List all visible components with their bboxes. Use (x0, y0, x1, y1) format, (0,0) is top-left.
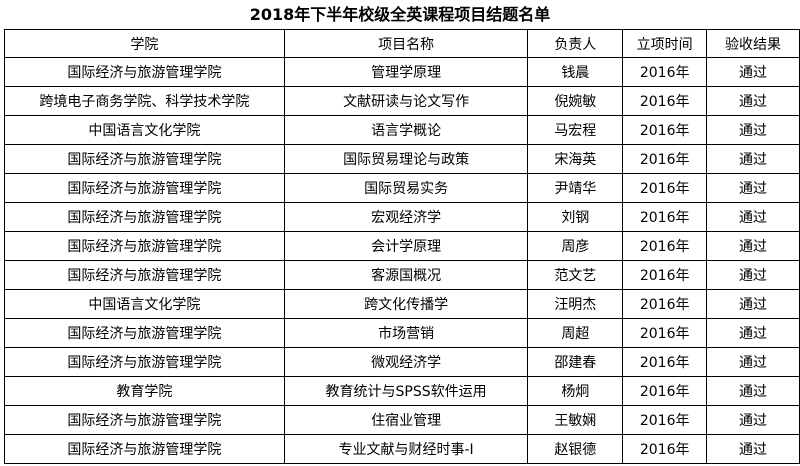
leader-cell: 刘钢 (527, 202, 624, 232)
result-cell: 通过 (706, 260, 800, 290)
result-cell: 通过 (706, 405, 800, 435)
table-row: 国际经济与旅游管理学院 宏观经济学 刘钢 2016年 通过 (4, 202, 800, 232)
leader-cell: 王敏娴 (527, 405, 624, 435)
result-cell: 通过 (706, 57, 800, 87)
approval-time-cell: 2016年 (622, 260, 708, 290)
result-cell: 通过 (706, 289, 800, 319)
header-approval-time: 立项时间 (622, 29, 708, 58)
result-cell: 通过 (706, 115, 800, 145)
leader-cell: 周超 (527, 318, 624, 348)
college-cell: 国际经济与旅游管理学院 (4, 318, 285, 348)
college-cell: 国际经济与旅游管理学院 (4, 231, 285, 261)
college-cell: 跨境电子商务学院、科学技术学院 (4, 86, 285, 116)
approval-time-cell: 2016年 (622, 144, 708, 174)
college-cell: 中国语言文化学院 (4, 289, 285, 319)
college-cell: 国际经济与旅游管理学院 (4, 144, 285, 174)
leader-cell: 范文艺 (527, 260, 624, 290)
result-cell: 通过 (706, 144, 800, 174)
college-cell: 国际经济与旅游管理学院 (4, 57, 285, 87)
table-row: 国际经济与旅游管理学院 会计学原理 周彦 2016年 通过 (4, 231, 800, 261)
project-name-cell: 教育统计与SPSS软件运用 (283, 376, 529, 406)
table-row: 国际经济与旅游管理学院 客源国概况 范文艺 2016年 通过 (4, 260, 800, 290)
project-name-cell: 国际贸易理论与政策 (283, 144, 529, 174)
table-row: 国际经济与旅游管理学院 国际贸易实务 尹靖华 2016年 通过 (4, 173, 800, 203)
project-name-cell: 会计学原理 (283, 231, 529, 261)
project-name-cell: 住宿业管理 (283, 405, 529, 435)
project-name-cell: 语言学概论 (283, 115, 529, 145)
header-row: 学院 项目名称 负责人 立项时间 验收结果 (4, 29, 800, 58)
project-name-cell: 国际贸易实务 (283, 173, 529, 203)
approval-time-cell: 2016年 (622, 173, 708, 203)
leader-cell: 宋海英 (527, 144, 624, 174)
college-cell: 教育学院 (4, 376, 285, 406)
approval-time-cell: 2016年 (622, 231, 708, 261)
project-table: 学院 项目名称 负责人 立项时间 验收结果 国际经济与旅游管理学院 管理学原理 钱晨… (4, 29, 800, 464)
table-row: 中国语言文化学院 语言学概论 马宏程 2016年 通过 (4, 115, 800, 145)
result-cell: 通过 (706, 347, 800, 377)
leader-cell: 杨炯 (527, 376, 624, 406)
college-cell: 国际经济与旅游管理学院 (4, 434, 285, 464)
table-row: 跨境电子商务学院、科学技术学院 文献研读与论文写作 倪婉敏 2016年 通过 (4, 86, 800, 116)
table-row: 国际经济与旅游管理学院 微观经济学 邵建春 2016年 通过 (4, 347, 800, 377)
college-cell: 国际经济与旅游管理学院 (4, 347, 285, 377)
college-cell: 国际经济与旅游管理学院 (4, 405, 285, 435)
result-cell: 通过 (706, 202, 800, 232)
header-result: 验收结果 (706, 29, 800, 58)
table-row: 国际经济与旅游管理学院 管理学原理 钱晨 2016年 通过 (4, 57, 800, 87)
project-name-cell: 市场营销 (283, 318, 529, 348)
table-row: 中国语言文化学院 跨文化传播学 汪明杰 2016年 通过 (4, 289, 800, 319)
header-college: 学院 (4, 29, 285, 58)
result-cell: 通过 (706, 231, 800, 261)
approval-time-cell: 2016年 (622, 434, 708, 464)
approval-time-cell: 2016年 (622, 202, 708, 232)
document-title: 2018年下半年校级全英课程项目结题名单 (249, 5, 551, 24)
result-cell: 通过 (706, 318, 800, 348)
college-cell: 中国语言文化学院 (4, 115, 285, 145)
approval-time-cell: 2016年 (622, 86, 708, 116)
college-cell: 国际经济与旅游管理学院 (4, 173, 285, 203)
project-name-cell: 宏观经济学 (283, 202, 529, 232)
leader-cell: 倪婉敏 (527, 86, 624, 116)
leader-cell: 邵建春 (527, 347, 624, 377)
project-name-cell: 文献研读与论文写作 (283, 86, 529, 116)
result-cell: 通过 (706, 434, 800, 464)
approval-time-cell: 2016年 (622, 289, 708, 319)
leader-cell: 钱晨 (527, 57, 624, 87)
leader-cell: 周彦 (527, 231, 624, 261)
leader-cell: 汪明杰 (527, 289, 624, 319)
approval-time-cell: 2016年 (622, 347, 708, 377)
approval-time-cell: 2016年 (622, 405, 708, 435)
approval-time-cell: 2016年 (622, 115, 708, 145)
approval-time-cell: 2016年 (622, 57, 708, 87)
leader-cell: 赵银德 (527, 434, 624, 464)
leader-cell: 马宏程 (527, 115, 624, 145)
result-cell: 通过 (706, 376, 800, 406)
table-row: 国际经济与旅游管理学院 专业文献与财经时事-I 赵银德 2016年 通过 (4, 434, 800, 464)
project-name-cell: 客源国概况 (283, 260, 529, 290)
table-row: 国际经济与旅游管理学院 国际贸易理论与政策 宋海英 2016年 通过 (4, 144, 800, 174)
table-row: 教育学院 教育统计与SPSS软件运用 杨炯 2016年 通过 (4, 376, 800, 406)
project-name-cell: 微观经济学 (283, 347, 529, 377)
table-row: 国际经济与旅游管理学院 市场营销 周超 2016年 通过 (4, 318, 800, 348)
leader-cell: 尹靖华 (527, 173, 624, 203)
header-leader: 负责人 (527, 29, 624, 58)
college-cell: 国际经济与旅游管理学院 (4, 202, 285, 232)
result-cell: 通过 (706, 86, 800, 116)
header-project-name: 项目名称 (283, 29, 529, 58)
approval-time-cell: 2016年 (622, 318, 708, 348)
project-name-cell: 跨文化传播学 (283, 289, 529, 319)
project-name-cell: 专业文献与财经时事-I (283, 434, 529, 464)
college-cell: 国际经济与旅游管理学院 (4, 260, 285, 290)
result-cell: 通过 (706, 173, 800, 203)
project-name-cell: 管理学原理 (283, 57, 529, 87)
approval-time-cell: 2016年 (622, 376, 708, 406)
table-row: 国际经济与旅游管理学院 住宿业管理 王敏娴 2016年 通过 (4, 405, 800, 435)
